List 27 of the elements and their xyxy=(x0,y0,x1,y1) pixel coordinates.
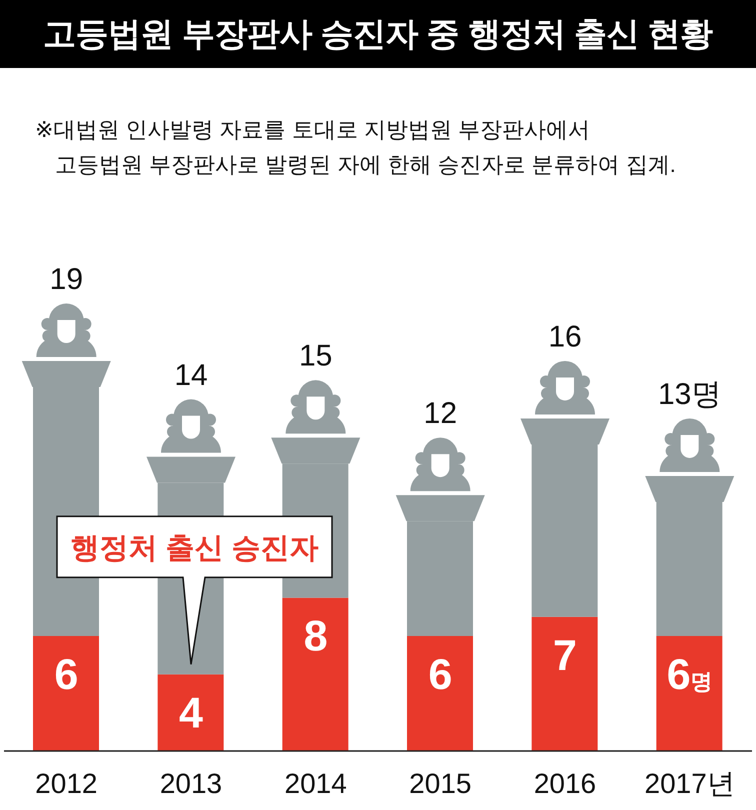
total-label: 16 xyxy=(548,320,582,354)
x-tick-label: 2015 xyxy=(409,768,472,799)
bar xyxy=(282,598,348,751)
total-label: 13명 xyxy=(658,378,722,411)
x-tick-label: 2014 xyxy=(284,768,347,799)
data-label: 7 xyxy=(553,632,577,680)
bar xyxy=(158,674,224,751)
total-label: 19 xyxy=(50,263,84,296)
bar xyxy=(532,616,598,751)
chart-title: 고등법원 부장판사 승진자 중 행정처 출신 현황 xyxy=(0,0,756,68)
bar xyxy=(407,636,473,751)
total-label: 15 xyxy=(298,340,332,373)
bar xyxy=(33,636,99,751)
data-label: 6명 xyxy=(666,651,713,700)
x-tick-label: 2012 xyxy=(35,768,98,799)
series-label: 행정처 출신 승진자 xyxy=(70,532,319,564)
x-tick-label: 2017년 xyxy=(644,768,735,799)
total-label: 12 xyxy=(424,397,458,430)
data-label: 8 xyxy=(304,612,328,661)
text: ※대법원 인사발령 자료를 토대로 지방법원 부장판사에서 고등법원 부장판사로 발령된 자에 한해 승진자로 분류하여 집계. xyxy=(35,116,677,179)
data-label: 6 xyxy=(54,651,78,700)
total-label: 14 xyxy=(174,358,208,392)
x-tick-label: 2013 xyxy=(160,768,222,799)
bar xyxy=(656,636,722,751)
data-label: 6 xyxy=(428,651,452,700)
data-label: 4 xyxy=(179,689,204,738)
x-tick-label: 2016 xyxy=(534,768,596,799)
